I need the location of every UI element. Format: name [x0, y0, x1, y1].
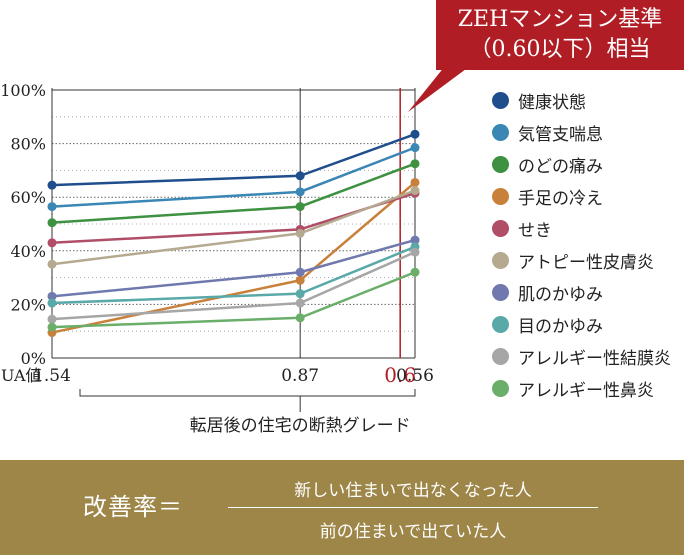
legend-item: 健康状態 — [492, 84, 671, 116]
data-point — [295, 298, 305, 308]
legend-label: アトピー性皮膚炎 — [518, 252, 654, 273]
formula-numerator: 新しい住まいで出なくなった人 — [294, 481, 532, 501]
data-point — [295, 313, 305, 323]
data-point — [47, 298, 57, 308]
legend-item: 手足の冷え — [492, 180, 671, 212]
x-tick-label: 1.54 — [33, 366, 71, 386]
series-line — [51, 133, 416, 187]
data-point — [47, 238, 57, 248]
legend-item: アレルギー性鼻炎 — [492, 372, 671, 404]
legend-item: アトピー性皮膚炎 — [492, 244, 671, 276]
legend-item: 気管支喘息 — [492, 116, 671, 148]
legend-label: 肌のかゆみ — [518, 284, 603, 305]
legend-swatch — [492, 251, 509, 269]
x-tick-label: 0.56 — [396, 366, 434, 386]
legend-item: 肌のかゆみ — [492, 276, 671, 308]
x-bracket — [79, 389, 416, 397]
y-tick-label: 20% — [10, 295, 46, 314]
legend-item: 目のかゆみ — [492, 308, 671, 340]
legend-label: 健康状態 — [518, 92, 586, 113]
series-line — [51, 162, 416, 224]
series-line — [51, 250, 416, 321]
data-point — [295, 289, 305, 299]
data-point — [410, 143, 420, 153]
data-point — [295, 187, 305, 197]
data-point — [295, 171, 305, 181]
data-point — [410, 235, 420, 245]
series-line — [51, 271, 416, 329]
callout-line-2: （0.60以下）相当 — [469, 37, 651, 62]
legend-swatch — [492, 283, 509, 301]
legend-swatch — [492, 379, 509, 397]
legend-item: アレルギー性結膜炎 — [492, 340, 671, 372]
legend-label: 気管支喘息 — [518, 124, 603, 145]
data-point — [410, 129, 420, 139]
formula-label: 改善率＝ — [83, 493, 183, 521]
legend-label: のどの痛み — [518, 156, 603, 177]
reference-line-label: 0.6 — [384, 363, 416, 387]
data-point — [410, 267, 420, 277]
improvement-rate-formula: 改善率＝ 新しい住まいで出なくなった人 前の住まいで出ていた人 — [0, 460, 684, 555]
data-point — [410, 177, 420, 187]
data-point — [410, 159, 420, 169]
data-point — [47, 314, 57, 324]
legend-swatch — [492, 315, 509, 333]
legend-swatch — [492, 219, 509, 237]
fraction-bar — [228, 507, 598, 508]
legend-label: アレルギー性鼻炎 — [518, 380, 654, 401]
data-point — [410, 186, 420, 195]
formula-denominator: 前の住まいで出ていた人 — [319, 522, 507, 542]
legend-swatch — [492, 187, 509, 205]
callout-line-1: ZEHマンション基準 — [457, 7, 663, 32]
data-point — [295, 228, 305, 238]
data-point — [47, 202, 57, 212]
legend-swatch — [492, 347, 509, 365]
y-tick-label: 60% — [10, 188, 46, 207]
data-point — [47, 259, 57, 269]
legend-label: アレルギー性結膜炎 — [518, 348, 671, 369]
data-point — [47, 180, 57, 190]
zeh-callout: ZEHマンション基準 （0.60以下）相当 — [436, 0, 684, 70]
x-tick-label: 0.87 — [281, 366, 319, 386]
legend-swatch — [492, 91, 509, 109]
callout-pointer — [408, 66, 470, 112]
legend-item: のどの痛み — [492, 148, 671, 180]
y-tick-label: 40% — [10, 242, 46, 261]
y-tick-label: 0% — [21, 349, 46, 368]
y-tick-label: 100% — [0, 81, 46, 100]
legend-swatch — [492, 123, 509, 141]
legend-label: 手足の冷え — [518, 188, 603, 209]
chart-legend: 健康状態気管支喘息のどの痛み手足の冷えせきアトピー性皮膚炎 肌のかゆみ目のかゆみア… — [492, 84, 671, 404]
legend-label: せき — [518, 220, 552, 241]
line-chart: 0% 20% 40% 60% 80% 100% 0.6 1.54 0.87 0.56 UA値転居後の… — [0, 66, 470, 436]
data-point — [295, 275, 305, 285]
data-point — [47, 322, 57, 332]
data-point — [47, 291, 57, 301]
legend-label: 目のかゆみ — [518, 316, 603, 337]
legend-swatch — [492, 155, 509, 173]
data-point — [47, 218, 57, 228]
ua-value-label: UA値 — [1, 366, 42, 385]
legend-item: せき — [492, 212, 671, 244]
y-tick-label: 80% — [10, 135, 46, 154]
data-point — [295, 267, 305, 277]
data-point — [410, 247, 420, 257]
data-point — [295, 202, 305, 212]
x-axis-label: 転居後の住宅の断熱グレード — [190, 416, 411, 436]
